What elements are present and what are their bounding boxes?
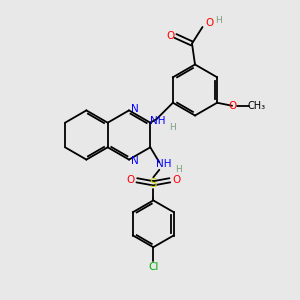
Text: O: O — [228, 101, 236, 111]
Text: N: N — [130, 156, 138, 166]
Text: S: S — [150, 177, 157, 190]
Text: O: O — [172, 175, 181, 185]
Text: NH: NH — [150, 116, 166, 126]
Text: CH₃: CH₃ — [248, 101, 266, 111]
Text: H: H — [169, 123, 176, 132]
Text: O: O — [166, 31, 174, 41]
Text: H: H — [216, 16, 222, 25]
Text: O: O — [126, 175, 134, 185]
Text: NH: NH — [156, 159, 172, 169]
Text: N: N — [130, 104, 138, 114]
Text: O: O — [205, 18, 213, 28]
Text: Cl: Cl — [148, 262, 158, 272]
Text: H: H — [176, 165, 182, 174]
